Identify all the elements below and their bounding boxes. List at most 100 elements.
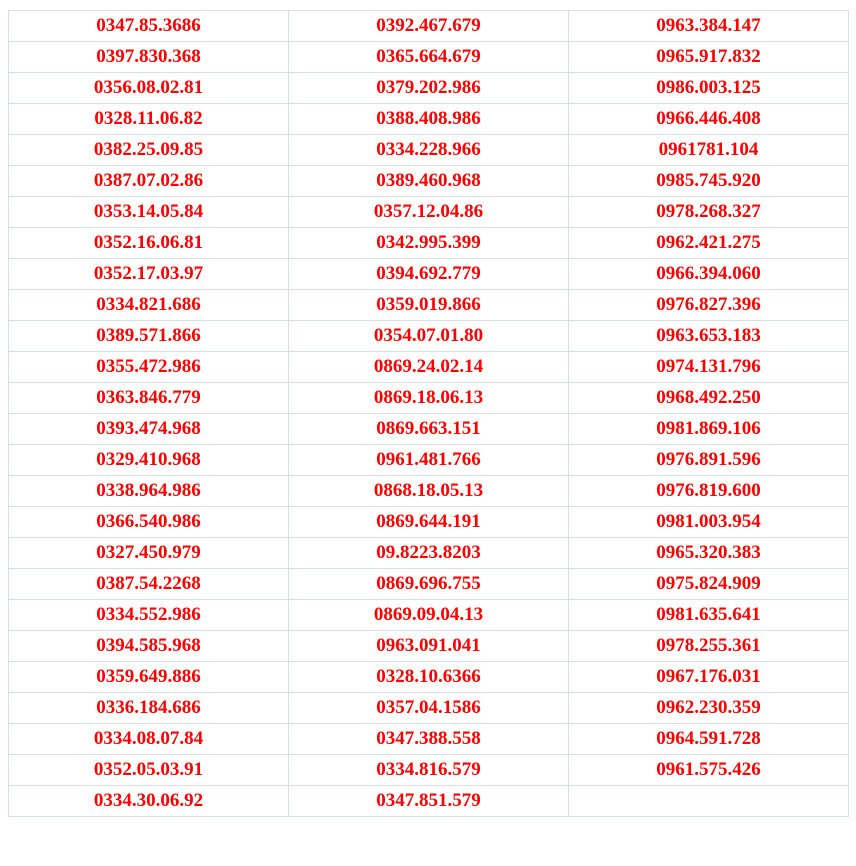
table-cell: 0962.421.275 [569,228,849,259]
table-row: 0387.54.22680869.696.7550975.824.909 [9,569,849,600]
table-row: 0352.16.06.810342.995.3990962.421.275 [9,228,849,259]
table-row: 0352.05.03.910334.816.5790961.575.426 [9,755,849,786]
phone-number-table: 0347.85.36860392.467.6790963.384.1470397… [8,10,849,817]
table-cell: 0328.11.06.82 [9,104,289,135]
table-cell: 0352.17.03.97 [9,259,289,290]
table-cell: 0961.575.426 [569,755,849,786]
table-cell: 0981.869.106 [569,414,849,445]
table-cell: 0334.816.579 [289,755,569,786]
table-cell: 0389.460.968 [289,166,569,197]
table-cell: 0394.585.968 [9,631,289,662]
table-cell: 0965.917.832 [569,42,849,73]
table-row: 0363.846.7790869.18.06.130968.492.250 [9,383,849,414]
table-cell: 0357.12.04.86 [289,197,569,228]
table-cell: 0962.230.359 [569,693,849,724]
table-cell: 0363.846.779 [9,383,289,414]
table-cell: 0334.228.966 [289,135,569,166]
table-cell: 0347.388.558 [289,724,569,755]
table-cell: 0961.481.766 [289,445,569,476]
table-row: 0329.410.9680961.481.7660976.891.596 [9,445,849,476]
table-cell: 0978.268.327 [569,197,849,228]
table-row: 0394.585.9680963.091.0410978.255.361 [9,631,849,662]
table-cell: 09.8223.8203 [289,538,569,569]
table-cell: 0388.408.986 [289,104,569,135]
table-cell: 0334.821.686 [9,290,289,321]
table-row: 0334.08.07.840347.388.5580964.591.728 [9,724,849,755]
table-cell: 0357.04.1586 [289,693,569,724]
table-cell: 0967.176.031 [569,662,849,693]
table-cell: 0366.540.986 [9,507,289,538]
table-cell: 0342.995.399 [289,228,569,259]
table-row: 0352.17.03.970394.692.7790966.394.060 [9,259,849,290]
table-cell: 0359.649.886 [9,662,289,693]
table-cell: 0968.492.250 [569,383,849,414]
table-row: 0397.830.3680365.664.6790965.917.832 [9,42,849,73]
table-row: 0359.649.8860328.10.63660967.176.031 [9,662,849,693]
table-cell: 0963.653.183 [569,321,849,352]
table-cell: 0379.202.986 [289,73,569,104]
table-cell: 0976.819.600 [569,476,849,507]
table-cell: 0347.85.3686 [9,11,289,42]
table-row: 0393.474.9680869.663.1510981.869.106 [9,414,849,445]
table-cell: 0985.745.920 [569,166,849,197]
table-cell: 0387.07.02.86 [9,166,289,197]
table-row: 0389.571.8660354.07.01.800963.653.183 [9,321,849,352]
table-cell: 0327.450.979 [9,538,289,569]
table-cell: 0365.664.679 [289,42,569,73]
table-cell: 0353.14.05.84 [9,197,289,228]
table-cell: 0334.30.06.92 [9,786,289,817]
table-cell: 0352.16.06.81 [9,228,289,259]
table-row: 0334.30.06.920347.851.579 [9,786,849,817]
table-cell: 0355.472.986 [9,352,289,383]
table-row: 0338.964.9860868.18.05.130976.819.600 [9,476,849,507]
table-cell: 0354.07.01.80 [289,321,569,352]
table-cell: 0966.446.408 [569,104,849,135]
table-cell: 0387.54.2268 [9,569,289,600]
table-cell: 0397.830.368 [9,42,289,73]
table-cell: 0976.827.396 [569,290,849,321]
table-row: 0347.85.36860392.467.6790963.384.147 [9,11,849,42]
table-row: 0366.540.9860869.644.1910981.003.954 [9,507,849,538]
table-row: 0382.25.09.850334.228.9660961781.104 [9,135,849,166]
table-cell: 0334.552.986 [9,600,289,631]
table-cell: 0393.474.968 [9,414,289,445]
table-cell: 0329.410.968 [9,445,289,476]
table-row: 0334.552.9860869.09.04.130981.635.641 [9,600,849,631]
table-cell: 0869.24.02.14 [289,352,569,383]
table-cell: 0963.091.041 [289,631,569,662]
table-cell: 0338.964.986 [9,476,289,507]
table-cell: 0869.09.04.13 [289,600,569,631]
table-cell: 0966.394.060 [569,259,849,290]
table-cell: 0389.571.866 [9,321,289,352]
table-cell: 0965.320.383 [569,538,849,569]
table-cell: 0347.851.579 [289,786,569,817]
table-row: 0336.184.6860357.04.15860962.230.359 [9,693,849,724]
table-cell: 0869.18.06.13 [289,383,569,414]
table-cell: 0356.08.02.81 [9,73,289,104]
table-cell: 0359.019.866 [289,290,569,321]
table-row: 0355.472.9860869.24.02.140974.131.796 [9,352,849,383]
table-row: 0334.821.6860359.019.8660976.827.396 [9,290,849,321]
table-row: 0327.450.97909.8223.82030965.320.383 [9,538,849,569]
table-cell: 0382.25.09.85 [9,135,289,166]
table-cell: 0392.467.679 [289,11,569,42]
table-cell: 0986.003.125 [569,73,849,104]
table-cell: 0976.891.596 [569,445,849,476]
table-cell: 0336.184.686 [9,693,289,724]
table-cell: 0869.696.755 [289,569,569,600]
table-row: 0353.14.05.840357.12.04.860978.268.327 [9,197,849,228]
table-cell: 0964.591.728 [569,724,849,755]
table-cell: 0974.131.796 [569,352,849,383]
table-cell: 0978.255.361 [569,631,849,662]
table-cell: 0975.824.909 [569,569,849,600]
table-cell [569,786,849,817]
table-cell: 0868.18.05.13 [289,476,569,507]
table-cell: 0334.08.07.84 [9,724,289,755]
table-row: 0356.08.02.810379.202.9860986.003.125 [9,73,849,104]
table-cell: 0394.692.779 [289,259,569,290]
table-row: 0387.07.02.860389.460.9680985.745.920 [9,166,849,197]
table-cell: 0981.635.641 [569,600,849,631]
table-cell: 0352.05.03.91 [9,755,289,786]
table-cell: 0961781.104 [569,135,849,166]
table-cell: 0981.003.954 [569,507,849,538]
